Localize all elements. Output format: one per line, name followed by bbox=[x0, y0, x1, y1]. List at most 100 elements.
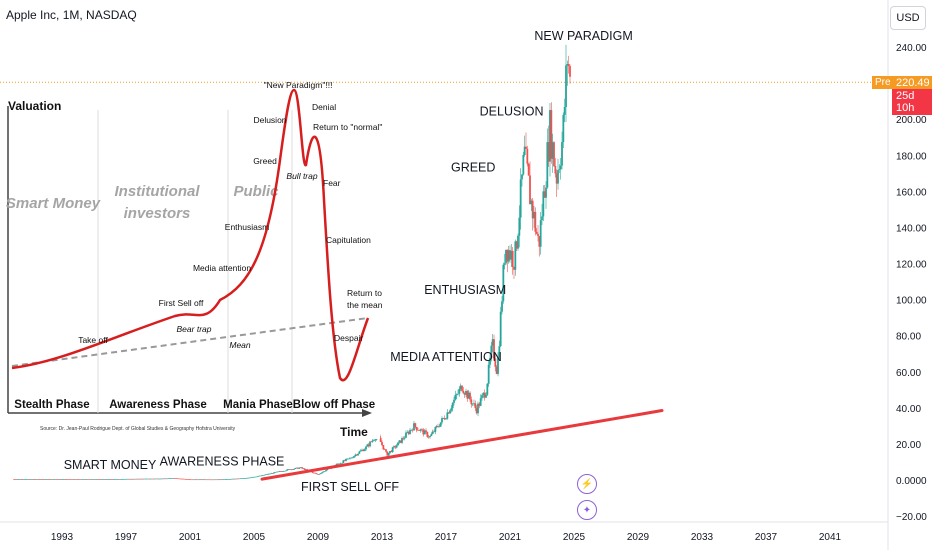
candle-body bbox=[193, 479, 195, 481]
candle-body bbox=[445, 418, 447, 420]
candle-body bbox=[186, 479, 189, 480]
candle-body bbox=[115, 479, 118, 480]
candle-body bbox=[463, 393, 466, 395]
annotation-label: AWARENESS PHASE bbox=[160, 455, 285, 469]
candle-body bbox=[205, 479, 207, 481]
candle-body bbox=[26, 479, 29, 480]
candle-body bbox=[566, 63, 569, 66]
inset-curve-label: Take off bbox=[78, 335, 108, 345]
candle-body bbox=[359, 450, 362, 452]
candle-body bbox=[267, 473, 270, 475]
candle-body bbox=[146, 478, 149, 480]
candle-body bbox=[390, 450, 393, 452]
candle-body bbox=[246, 477, 249, 479]
candle-body bbox=[225, 479, 227, 480]
candle-body bbox=[373, 440, 375, 441]
candle-body bbox=[401, 438, 403, 443]
candle-body bbox=[250, 477, 253, 478]
candle-body bbox=[93, 479, 95, 480]
candle-body bbox=[265, 474, 267, 475]
candle-body bbox=[385, 449, 387, 452]
candle-body bbox=[274, 472, 277, 473]
candle-body bbox=[39, 479, 42, 480]
candle-body bbox=[347, 458, 350, 460]
candle-body bbox=[523, 146, 526, 155]
candle-body bbox=[411, 429, 414, 431]
candle-body bbox=[82, 479, 85, 480]
candle-body bbox=[438, 426, 441, 428]
candle-body bbox=[353, 456, 355, 458]
candle-body bbox=[499, 311, 502, 347]
candle-body bbox=[319, 473, 322, 475]
candle-body bbox=[157, 478, 159, 480]
candle-body bbox=[258, 475, 261, 477]
annotation-label: ENTHUSIASM bbox=[424, 283, 506, 297]
candle-body bbox=[354, 454, 357, 457]
candle-body bbox=[295, 467, 298, 469]
candle-body bbox=[147, 478, 150, 480]
candle-body bbox=[355, 454, 358, 456]
currency-button[interactable]: USD bbox=[890, 6, 926, 30]
candle-body bbox=[382, 444, 385, 450]
candle-body bbox=[107, 479, 110, 480]
candle-body bbox=[475, 408, 478, 414]
x-tick-label: 2001 bbox=[179, 532, 202, 543]
candle-body bbox=[526, 148, 529, 164]
annotation-label: NEW PARADIGM bbox=[534, 29, 632, 43]
candle-body bbox=[130, 478, 133, 480]
candle-body bbox=[447, 412, 450, 414]
candle-body bbox=[149, 478, 151, 480]
candle-body bbox=[518, 217, 521, 236]
candle-body bbox=[425, 430, 427, 433]
candle-body bbox=[103, 479, 106, 480]
candle-body bbox=[83, 479, 86, 480]
candle-body bbox=[195, 479, 198, 481]
candle-body bbox=[530, 200, 533, 205]
candle-body bbox=[111, 479, 114, 480]
candle-body bbox=[145, 478, 147, 480]
inset-curve-label: Despair bbox=[334, 333, 363, 343]
candle-body bbox=[435, 426, 438, 428]
candle-body bbox=[135, 478, 138, 480]
candle-body bbox=[539, 220, 542, 247]
candle-body bbox=[215, 479, 218, 481]
inset-curve-label: Greed bbox=[253, 156, 277, 166]
candle-body bbox=[159, 478, 162, 480]
candle-body bbox=[21, 479, 23, 480]
candle-body bbox=[386, 451, 389, 456]
candle-body bbox=[443, 418, 446, 420]
candle-body bbox=[495, 366, 498, 374]
candle-body bbox=[51, 479, 54, 480]
candle-body bbox=[458, 388, 461, 394]
candle-body bbox=[153, 478, 155, 480]
candle-body bbox=[565, 65, 567, 108]
lightning-icon[interactable]: ⚡ bbox=[577, 474, 597, 494]
candle-body bbox=[226, 479, 229, 480]
candle-body bbox=[167, 478, 170, 480]
plus-star-icon[interactable]: ✦ bbox=[577, 500, 597, 520]
candle-body bbox=[151, 478, 154, 480]
candle-body bbox=[459, 385, 462, 389]
candle-body bbox=[465, 390, 467, 395]
candle-body bbox=[57, 479, 59, 480]
candle-body bbox=[286, 469, 289, 471]
candle-body bbox=[393, 446, 395, 448]
candle-body bbox=[173, 478, 175, 479]
candle-body bbox=[166, 478, 169, 480]
candle-body bbox=[345, 458, 347, 461]
candle-body bbox=[542, 191, 545, 217]
candle-body bbox=[38, 479, 41, 480]
candle-body bbox=[561, 142, 563, 166]
inset-curve-label: Denial bbox=[312, 102, 336, 112]
y-tick-label: 100.00 bbox=[896, 296, 927, 307]
candle-body bbox=[257, 476, 259, 477]
candle-body bbox=[278, 471, 281, 472]
inset-curve-label: Media attention bbox=[193, 263, 251, 273]
candle-body bbox=[63, 479, 66, 480]
candle-body bbox=[15, 479, 18, 480]
candle-body bbox=[137, 478, 139, 480]
candle-body bbox=[75, 479, 78, 480]
candle-body bbox=[35, 479, 38, 480]
candle-body bbox=[357, 453, 359, 456]
